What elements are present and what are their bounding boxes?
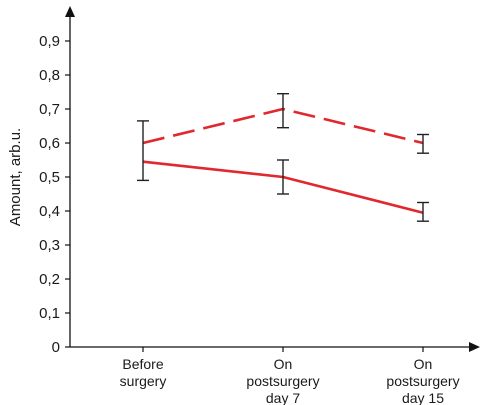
- y-tick-label: 0,2: [39, 271, 60, 288]
- axes: [65, 6, 480, 352]
- y-tick-label: 0,5: [39, 169, 60, 186]
- x-category-label-line: surgery: [120, 373, 167, 389]
- error-bar: [277, 92, 289, 129]
- x-category-label-line: On: [414, 356, 433, 372]
- x-category-label-line: Before: [122, 356, 163, 372]
- y-ticks: 0 0,1 0,2 0,3 0,4 0,5 0,6 0,7 0,8 0,9: [39, 33, 70, 356]
- x-axis-arrow: [469, 342, 480, 352]
- x-category-label: Before surgery: [120, 356, 167, 389]
- y-tick-label: 0,7: [39, 101, 60, 118]
- y-tick-label: 0,8: [39, 67, 60, 84]
- x-category-label: On postsurgery day 7: [246, 356, 319, 405]
- error-bar: [137, 120, 149, 182]
- y-tick-label: 0: [52, 339, 60, 356]
- x-category-label-line: day 15: [402, 390, 444, 405]
- x-category-label-line: postsurgery: [386, 373, 459, 389]
- x-category-label: On postsurgery day 15: [386, 356, 459, 405]
- error-bar: [277, 159, 289, 195]
- y-tick-label: 0,4: [39, 203, 60, 220]
- y-tick-label: 0,6: [39, 135, 60, 152]
- y-tick-label: 0,1: [39, 305, 60, 322]
- y-axis-title: Amount, arb.u.: [7, 128, 24, 226]
- error-bar: [417, 133, 429, 154]
- x-category-label-line: postsurgery: [246, 373, 319, 389]
- y-tick-label: 0,3: [39, 237, 60, 254]
- y-axis-arrow: [65, 6, 75, 17]
- error-bar: [417, 201, 429, 222]
- y-tick-label: 0,9: [39, 33, 60, 50]
- error-bars: [137, 92, 429, 222]
- x-category-label-line: On: [274, 356, 293, 372]
- x-category-label-line: day 7: [266, 390, 300, 405]
